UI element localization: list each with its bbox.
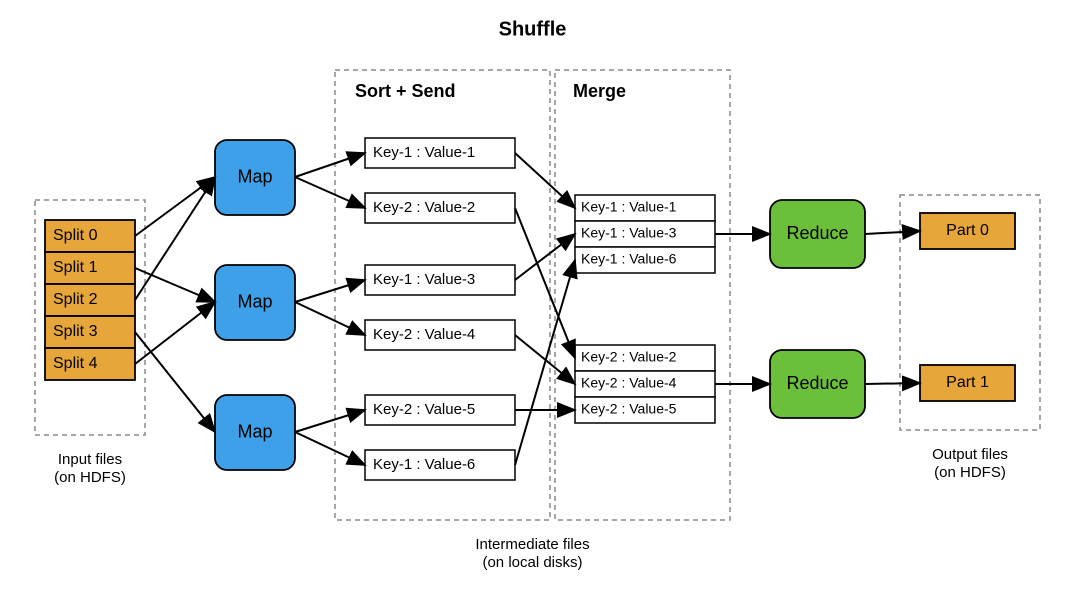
kv-merge-label: Key-2 : Value-4 bbox=[581, 375, 677, 391]
merge-box bbox=[555, 70, 730, 520]
arrow bbox=[135, 268, 215, 302]
kv-merge-label: Key-1 : Value-3 bbox=[581, 225, 677, 241]
kv-merge-label: Key-2 : Value-2 bbox=[581, 349, 677, 365]
kv-sort-label: Key-2 : Value-2 bbox=[373, 199, 475, 216]
kv-sort-label: Key-1 : Value-3 bbox=[373, 271, 475, 288]
input-caption: (on HDFS) bbox=[54, 469, 126, 486]
kv-merge-label: Key-1 : Value-6 bbox=[581, 251, 677, 267]
arrow bbox=[135, 302, 215, 364]
arrow bbox=[865, 383, 920, 384]
intermediate-caption: Intermediate files bbox=[475, 536, 589, 553]
map-label: Map bbox=[237, 421, 272, 441]
sort-send-heading: Sort + Send bbox=[355, 81, 456, 101]
arrow bbox=[135, 332, 215, 432]
kv-sort-label: Key-2 : Value-5 bbox=[373, 401, 475, 418]
split-label: Split 3 bbox=[53, 323, 98, 340]
part-label: Part 1 bbox=[946, 374, 989, 391]
map-label: Map bbox=[237, 166, 272, 186]
merge-heading: Merge bbox=[573, 81, 626, 101]
split-label: Split 2 bbox=[53, 291, 98, 308]
arrow bbox=[295, 280, 365, 302]
kv-merge-label: Key-2 : Value-5 bbox=[581, 401, 677, 417]
arrow bbox=[295, 302, 365, 335]
kv-sort-label: Key-2 : Value-4 bbox=[373, 326, 475, 343]
arrow bbox=[295, 432, 365, 465]
arrow bbox=[295, 177, 365, 208]
kv-sort-label: Key-1 : Value-1 bbox=[373, 144, 475, 161]
part-label: Part 0 bbox=[946, 222, 989, 239]
kv-sort-label: Key-1 : Value-6 bbox=[373, 456, 475, 473]
split-label: Split 4 bbox=[53, 355, 98, 372]
arrow bbox=[515, 260, 575, 465]
shuffle-title: Shuffle bbox=[499, 18, 567, 40]
kv-merge-label: Key-1 : Value-1 bbox=[581, 199, 677, 215]
output-caption: (on HDFS) bbox=[934, 464, 1006, 481]
arrow bbox=[295, 153, 365, 177]
split-label: Split 1 bbox=[53, 259, 98, 276]
arrow bbox=[865, 231, 920, 234]
input-caption: Input files bbox=[58, 451, 122, 468]
split-label: Split 0 bbox=[53, 227, 98, 244]
output-caption: Output files bbox=[932, 446, 1008, 463]
arrow bbox=[515, 208, 575, 358]
arrow bbox=[515, 153, 575, 208]
arrow bbox=[515, 234, 575, 280]
arrow bbox=[135, 177, 215, 236]
map-label: Map bbox=[237, 291, 272, 311]
arrow bbox=[135, 177, 215, 300]
arrow bbox=[295, 410, 365, 432]
reduce-label: Reduce bbox=[786, 223, 848, 243]
intermediate-caption: (on local disks) bbox=[482, 554, 582, 571]
reduce-label: Reduce bbox=[786, 373, 848, 393]
